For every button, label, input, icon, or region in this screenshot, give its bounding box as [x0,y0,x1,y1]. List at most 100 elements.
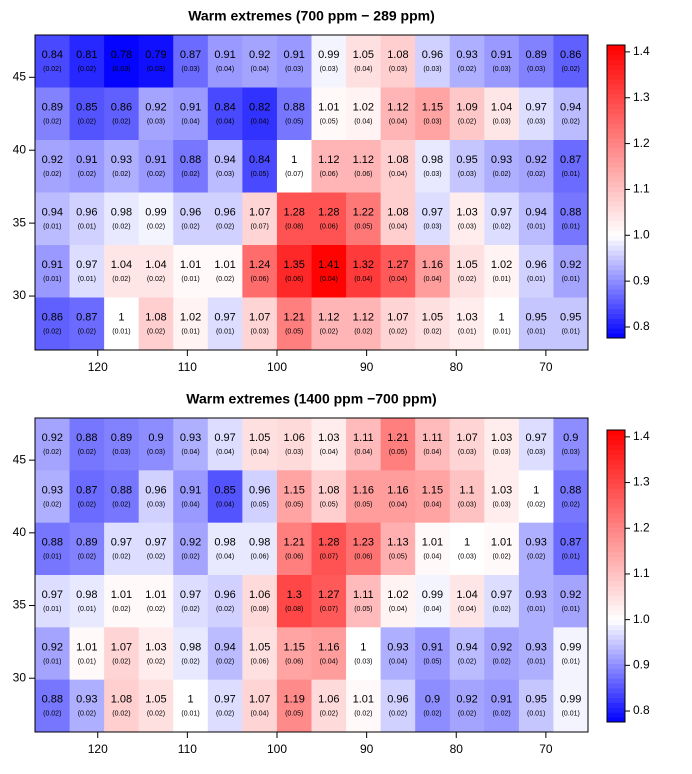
cell-value: 0.96 [180,207,201,219]
cell-se: (0.03) [458,224,476,231]
heat-cell [138,87,174,141]
heat-cell [138,35,174,88]
cell-value: 1.01 [491,537,512,549]
heat-cell [518,35,554,88]
cell-se: (0.06) [285,276,303,283]
heat-cell [35,679,71,733]
colorbar-step [607,254,625,261]
cell-se: (0.05) [354,606,372,613]
heat-cell [380,297,416,351]
cell-value: 0.96 [249,484,270,496]
cell-se: (0.03) [458,501,476,508]
colorbar-step [607,230,625,236]
cell-value: 1.08 [387,154,408,166]
cell-se: (0.03) [423,66,441,73]
colorbar-step [607,323,625,329]
heat-cell [380,35,416,88]
colorbar-step [607,561,625,567]
cell-se: (0.04) [216,501,234,508]
cell-se: (0.03) [423,171,441,178]
colorbar-step [607,595,625,601]
colorbar-step [607,54,625,61]
colorbar-step [607,468,625,475]
cell-value: 0.95 [560,312,581,324]
cell-se: (0.02) [112,171,130,178]
cell-value: 0.93 [491,154,512,166]
heat-cell [104,140,140,193]
cell-value: 1 [499,312,505,324]
heat-cell [35,418,71,471]
cell-se: (0.01) [562,711,580,718]
cell-se: (0.03) [147,66,165,73]
heat-cell [553,679,589,733]
cell-value: 1 [118,312,124,324]
heat-cell [35,87,71,141]
heat-cell [346,418,382,471]
cell-value: 1.05 [353,49,374,61]
cell-se: (0.02) [112,119,130,126]
cell-se: (0.01) [527,329,545,336]
cell-se: (0.01) [112,329,130,336]
heat-cell [35,297,71,351]
colorbar-frame [606,429,626,723]
colorbar-step [607,103,625,109]
cell-value: 0.93 [525,589,546,601]
heat-cell [207,35,243,88]
cell-value: 0.97 [111,537,132,549]
cell-se: (0.02) [492,658,510,665]
cell-value: 1.02 [180,312,201,324]
cell-se: (0.01) [181,711,199,718]
cell-value: 0.97 [145,537,166,549]
cell-value: 1.03 [456,312,477,324]
cell-value: 0.88 [76,432,97,444]
heat-cell [138,192,174,246]
cell-se: (0.02) [320,329,338,336]
colorbar-step [607,556,625,562]
cell-se: (0.01) [562,171,580,178]
cell-se: (0.01) [527,224,545,231]
cell-value: 0.92 [145,102,166,114]
heat-cell [311,679,347,733]
cell-se: (0.01) [527,606,545,613]
cell-se: (0.01) [78,606,96,613]
cell-value: 0.84 [42,49,63,61]
heat-cell [173,297,209,351]
cell-se: (0.06) [320,171,338,178]
heat-cell [69,192,105,246]
cell-se: (0.01) [562,276,580,283]
colorbar-tick-label: 1.4 [633,429,650,443]
colorbar-tick-label: 1.3 [633,90,650,104]
cell-se: (0.01) [492,276,510,283]
cell-se: (0.06) [285,554,303,561]
cell-se: (0.01) [78,658,96,665]
cell-value: 1.15 [284,484,305,496]
heat-cell [311,245,347,298]
heat-cell [449,297,485,351]
colorbar-tick-label: 1.2 [633,520,650,534]
cell-value: 1.23 [353,537,374,549]
cell-se: (0.02) [147,554,165,561]
cell-value: 0.96 [214,207,235,219]
cell-se: (0.02) [181,606,199,613]
x-tick-label: 110 [178,742,197,756]
cell-se: (0.02) [147,711,165,718]
cell-se: (0.04) [389,119,407,126]
colorbar-step [607,98,625,105]
heat-cell [380,679,416,733]
colorbar-step [607,503,625,509]
heat-cell [415,470,451,524]
cell-value: 1.05 [456,259,477,271]
cell-se: (0.04) [389,606,407,613]
cell-value: 0.88 [284,102,305,114]
cell-se: (0.04) [251,711,269,718]
y-tick-label: 30 [13,288,27,302]
colorbar-step [607,64,625,70]
cell-value: 1.28 [318,537,339,549]
cell-value: 0.99 [560,641,581,653]
cell-value: 1 [360,641,366,653]
colorbar-step [607,147,625,153]
cell-se: (0.02) [181,554,199,561]
cell-value: 0.97 [525,432,546,444]
heat-cell [553,35,589,88]
cell-value: 0.82 [249,102,270,114]
